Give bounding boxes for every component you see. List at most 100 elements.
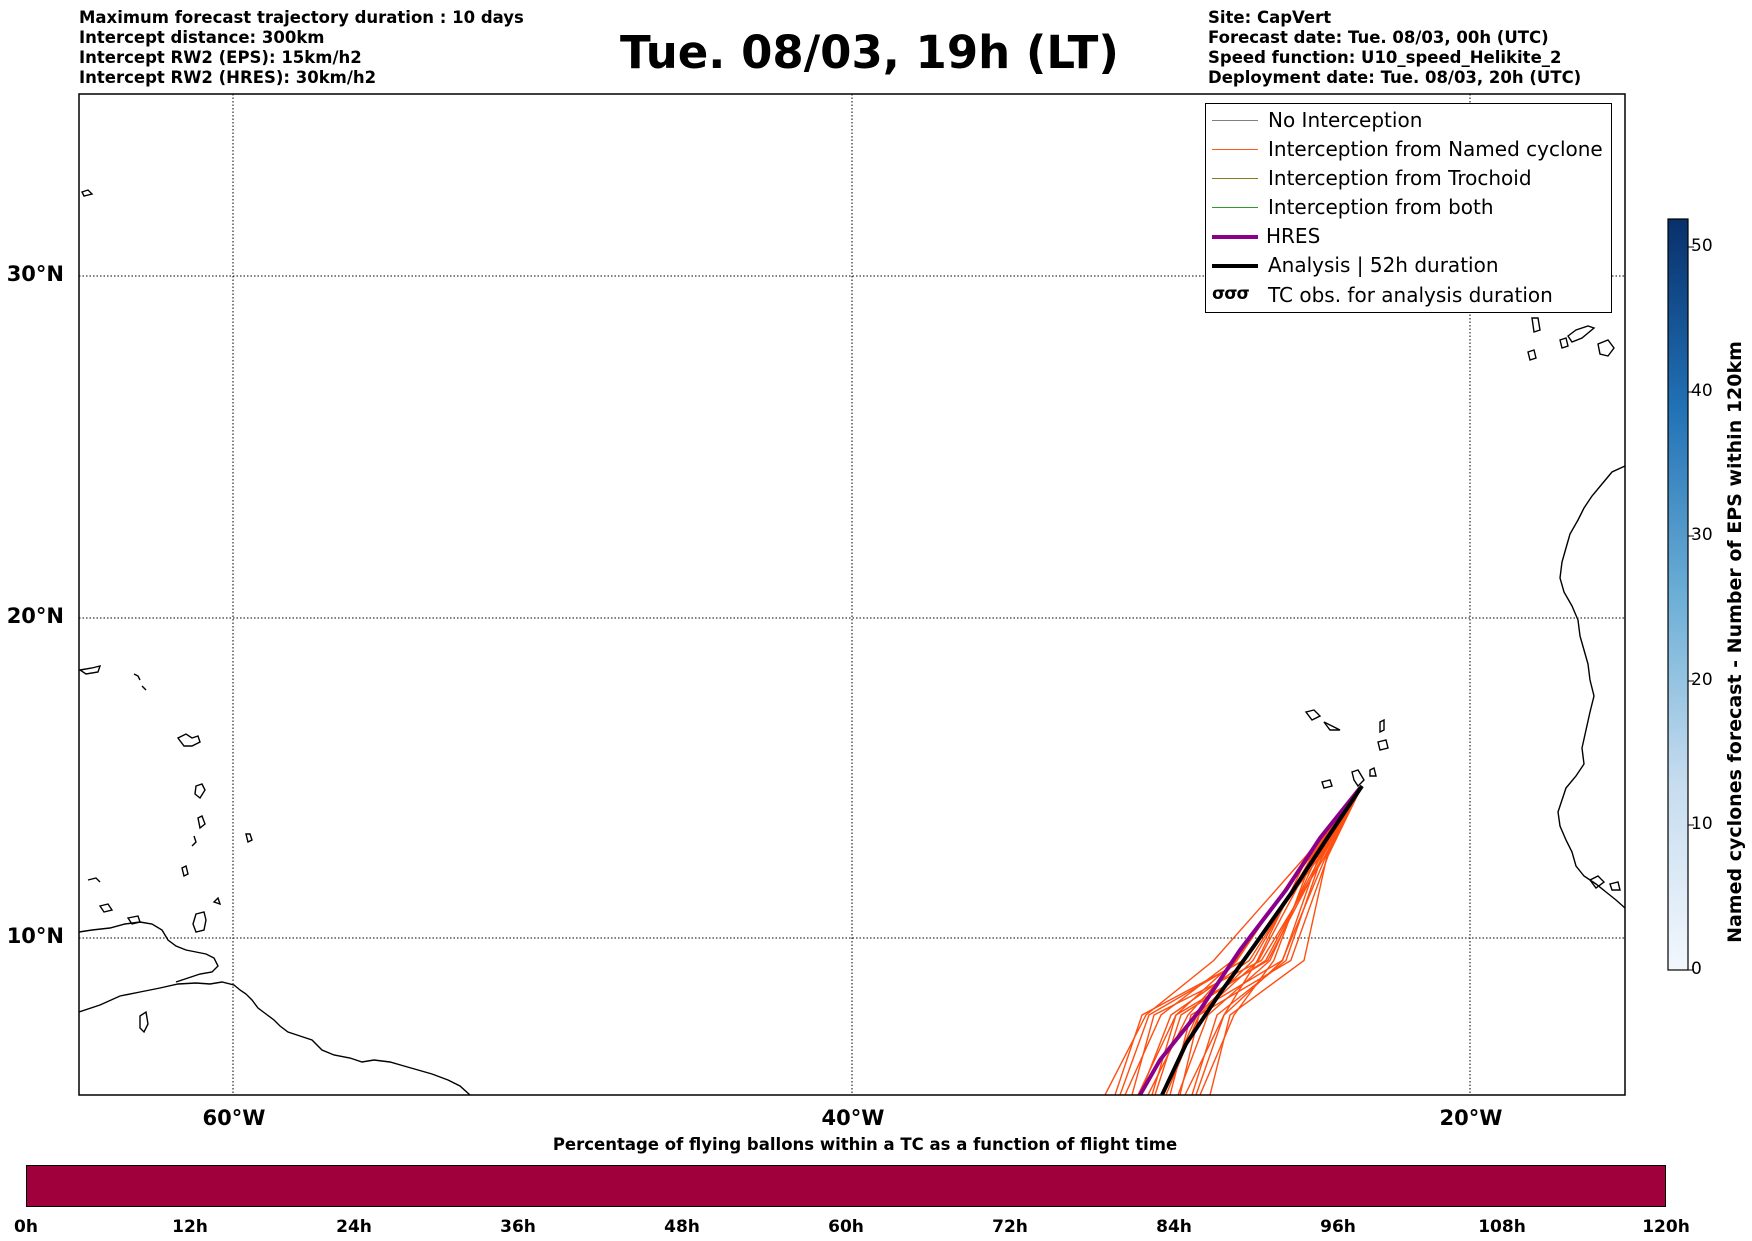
island-puerto-rico xyxy=(79,665,102,675)
analysis-trajectory xyxy=(1160,784,1364,1095)
island-sal xyxy=(1379,718,1385,734)
bottom-colorbar-tick: 12h xyxy=(172,1217,208,1237)
legend-label: Interception from both xyxy=(1268,195,1494,219)
island-guadeloupe xyxy=(176,733,201,747)
bottom-colorbar-tick: 84h xyxy=(1156,1217,1192,1237)
lon-label: 60°W xyxy=(202,1106,266,1130)
lat-label: 10°N xyxy=(6,924,64,948)
coastline-venezuela xyxy=(79,921,219,983)
bottom-colorbar-tick: 72h xyxy=(992,1217,1028,1237)
cyclone-symbol-icon: σσσ xyxy=(1212,284,1250,304)
coastline-africa xyxy=(1557,465,1625,909)
legend: No Interception Interception from Named … xyxy=(1205,103,1612,313)
bottom-colorbar-tick: 48h xyxy=(664,1217,700,1237)
legend-item-no-interception: No Interception xyxy=(1206,106,1611,135)
island-fogo xyxy=(1321,779,1333,789)
island-canaries xyxy=(1559,337,1569,349)
info-left-block: Maximum forecast trajectory duration : 1… xyxy=(79,8,524,88)
coastline-south-america xyxy=(79,981,471,1095)
bottom-colorbar-tick: 96h xyxy=(1320,1217,1356,1237)
legend-swatch xyxy=(1212,149,1258,150)
island-trinidad xyxy=(192,911,207,933)
legend-label: Interception from Named cyclone xyxy=(1268,137,1603,161)
island xyxy=(191,835,197,847)
info-line: Intercept RW2 (EPS): 15km/h2 xyxy=(79,48,362,67)
island-bonaire xyxy=(98,903,114,913)
bottom-colorbar-tick: 36h xyxy=(500,1217,536,1237)
legend-swatch xyxy=(1212,120,1258,121)
info-line: Speed function: U10_speed_Helikite_2 xyxy=(1208,48,1562,67)
bottom-colorbar-tick: 24h xyxy=(336,1217,372,1237)
legend-label: No Interception xyxy=(1268,108,1423,132)
island-martinique xyxy=(194,783,206,800)
trajectory-bundle xyxy=(1104,784,1364,1095)
colorbar-right xyxy=(1667,218,1689,971)
bottom-colorbar xyxy=(26,1165,1666,1207)
island-fuerteventura xyxy=(1567,325,1596,343)
lon-label: 20°W xyxy=(1439,1106,1503,1130)
legend-swatch xyxy=(1212,264,1258,268)
info-line: Maximum forecast trajectory duration : 1… xyxy=(79,8,524,27)
island xyxy=(139,1010,149,1034)
island-santo-antao xyxy=(1304,709,1322,721)
eps-trajectory xyxy=(1151,785,1363,1095)
island xyxy=(133,673,141,681)
legend-item-trochoid: Interception from Trochoid xyxy=(1206,164,1611,193)
island-sao-vicente xyxy=(1323,721,1341,731)
info-line: Site: CapVert xyxy=(1208,8,1332,27)
island-barbados xyxy=(245,833,253,844)
bottom-colorbar-tick: 60h xyxy=(828,1217,864,1237)
info-line: Deployment date: Tue. 08/03, 20h (UTC) xyxy=(1208,68,1582,87)
colorbar-right-label: Named cyclones forecast - Number of EPS … xyxy=(1724,341,1746,943)
legend-label: Analysis | 52h duration xyxy=(1268,253,1499,277)
legend-item-tc-obs: σσσ TC obs. for analysis duration xyxy=(1206,281,1611,310)
colorbar-tick: 0 xyxy=(1691,959,1702,979)
colorbar-tick: 40 xyxy=(1691,381,1713,401)
info-right-block: Site: CapVert Forecast date: Tue. 08/03,… xyxy=(1208,8,1581,88)
island xyxy=(126,915,141,925)
legend-item-named-cyclone: Interception from Named cyclone xyxy=(1206,135,1611,164)
page-title: Tue. 08/03, 19h (LT) xyxy=(620,26,1119,79)
legend-label: HRES xyxy=(1266,224,1321,248)
legend-swatch xyxy=(1212,178,1258,179)
island xyxy=(81,189,94,197)
legend-swatch xyxy=(1212,207,1258,208)
bottom-colorbar-tick: 120h xyxy=(1642,1217,1690,1237)
island-canaries xyxy=(1527,349,1537,361)
bottom-colorbar-tick: 108h xyxy=(1478,1217,1526,1237)
legend-item-both: Interception from both xyxy=(1206,193,1611,222)
island-bijagos xyxy=(1588,875,1606,889)
island-maio xyxy=(1369,766,1377,777)
info-line: Forecast date: Tue. 08/03, 00h (UTC) xyxy=(1208,28,1549,47)
island-boavista xyxy=(1377,739,1389,751)
island-tobago xyxy=(212,896,222,906)
colorbar-tick: 10 xyxy=(1691,814,1713,834)
colorbar-tick: 30 xyxy=(1691,525,1713,545)
colorbar-tick: 20 xyxy=(1691,670,1713,690)
eps-trajectory xyxy=(1179,785,1363,1095)
legend-label: TC obs. for analysis duration xyxy=(1268,283,1553,307)
island-grenada xyxy=(181,864,189,878)
island-canaries xyxy=(1531,317,1541,333)
legend-swatch xyxy=(1212,235,1258,239)
lon-label: 40°W xyxy=(821,1106,885,1130)
island xyxy=(141,685,147,691)
island-gran-canaria xyxy=(1597,339,1615,357)
legend-label: Interception from Trochoid xyxy=(1268,166,1532,190)
legend-item-analysis: Analysis | 52h duration xyxy=(1206,251,1611,280)
bottom-colorbar-tick: 0h xyxy=(14,1217,38,1237)
info-line: Intercept distance: 300km xyxy=(79,28,325,47)
island xyxy=(87,877,101,883)
hres-trajectory xyxy=(1138,786,1362,1095)
island-stlucia xyxy=(197,815,206,830)
lat-label: 30°N xyxy=(6,262,64,286)
legend-item-hres: HRES xyxy=(1206,222,1611,251)
lat-label: 20°N xyxy=(6,604,64,628)
colorbar-tick: 50 xyxy=(1691,236,1713,256)
info-line: Intercept RW2 (HRES): 30km/h2 xyxy=(79,68,377,87)
map-frame xyxy=(78,93,1626,1096)
eps-trajectory xyxy=(1195,785,1363,1095)
island-bijagos xyxy=(1609,881,1621,891)
island-santiago xyxy=(1351,769,1365,788)
